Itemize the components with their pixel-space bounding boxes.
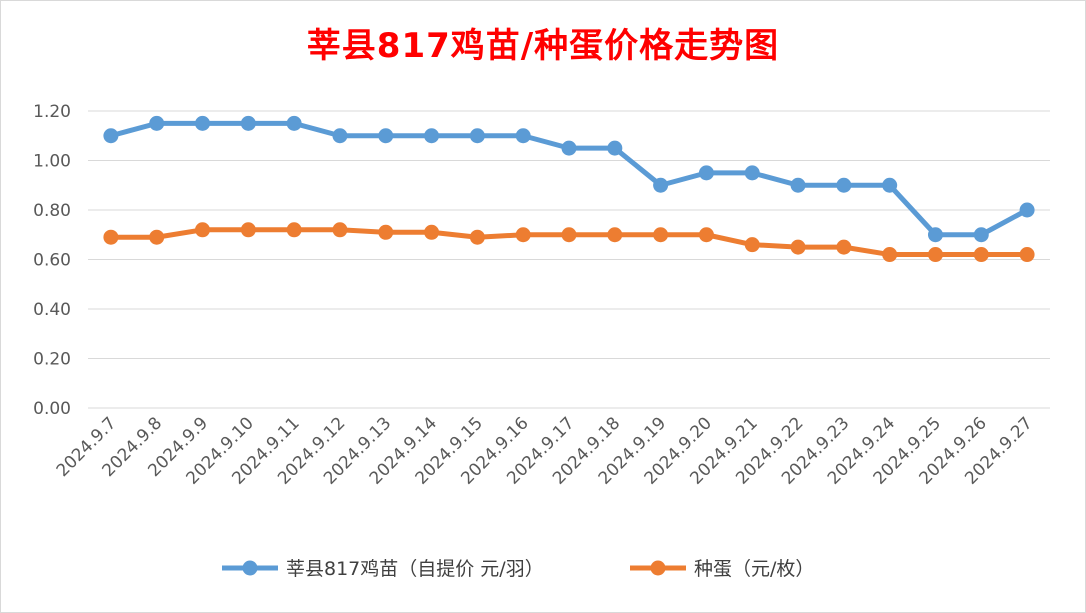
- data-point: [424, 224, 440, 240]
- x-axis-labels: 2024.9.72024.9.82024.9.92024.9.102024.9.…: [53, 413, 1037, 488]
- data-point: [332, 222, 348, 238]
- data-point: [744, 165, 760, 181]
- data-point: [836, 177, 852, 193]
- y-tick-label: 0.80: [33, 201, 71, 221]
- data-point: [882, 177, 898, 193]
- data-point: [607, 140, 623, 156]
- data-point: [149, 229, 165, 245]
- legend-swatch-marker: [242, 560, 258, 576]
- data-point: [149, 115, 165, 131]
- legend: 莘县817鸡苗（自提价 元/羽） 种蛋（元/枚）: [222, 558, 814, 580]
- data-point: [836, 239, 852, 255]
- data-point: [973, 227, 989, 243]
- data-point: [240, 222, 256, 238]
- data-point: [103, 229, 119, 245]
- data-point: [653, 227, 669, 243]
- data-point: [653, 177, 669, 193]
- data-point: [790, 239, 806, 255]
- data-point: [332, 128, 348, 144]
- data-point: [1019, 202, 1035, 218]
- data-point: [744, 237, 760, 253]
- data-point: [927, 227, 943, 243]
- data-point: [378, 224, 394, 240]
- data-point: [927, 247, 943, 263]
- y-tick-label: 0.20: [33, 350, 71, 370]
- legend-item-1: 种蛋（元/枚）: [630, 558, 814, 580]
- data-point: [1019, 247, 1035, 263]
- series-group: [103, 115, 1035, 263]
- legend-item-0: 莘县817鸡苗（自提价 元/羽）: [222, 558, 544, 580]
- data-point: [469, 229, 485, 245]
- data-point: [240, 115, 256, 131]
- y-tick-label: 0.40: [33, 300, 71, 320]
- y-axis-labels: 0.00 0.20 0.40 0.60 0.80 1.00 1.20: [33, 102, 71, 419]
- data-point: [561, 227, 577, 243]
- y-tick-label: 1.00: [33, 152, 71, 172]
- data-point: [103, 128, 119, 144]
- y-tick-label: 0.60: [33, 251, 71, 271]
- chart-title: 莘县817鸡苗/种蛋价格走势图: [306, 26, 780, 66]
- data-point: [698, 227, 714, 243]
- data-point: [195, 222, 211, 238]
- data-point: [424, 128, 440, 144]
- data-point: [698, 165, 714, 181]
- data-point: [882, 247, 898, 263]
- legend-label: 莘县817鸡苗（自提价 元/羽）: [286, 558, 544, 580]
- data-point: [561, 140, 577, 156]
- data-point: [378, 128, 394, 144]
- series-1: [103, 222, 1035, 263]
- y-tick-label: 1.20: [33, 102, 71, 122]
- data-point: [195, 115, 211, 131]
- data-point: [607, 227, 623, 243]
- data-point: [286, 115, 302, 131]
- data-point: [790, 177, 806, 193]
- y-tick-label: 0.00: [33, 399, 71, 419]
- data-point: [973, 247, 989, 263]
- data-point: [286, 222, 302, 238]
- legend-swatch-marker: [650, 560, 666, 576]
- data-point: [515, 227, 531, 243]
- series-0: [103, 115, 1035, 243]
- data-point: [515, 128, 531, 144]
- data-point: [469, 128, 485, 144]
- legend-label: 种蛋（元/枚）: [694, 558, 814, 580]
